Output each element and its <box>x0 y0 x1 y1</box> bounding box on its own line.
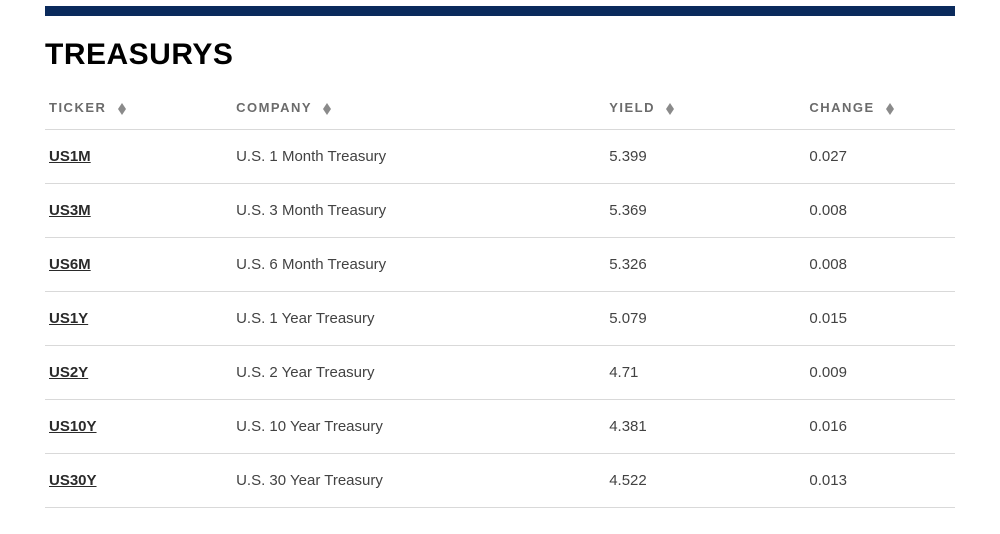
change-cell: 0.027 <box>809 130 955 184</box>
table-header-row: TICKER COMPANY YIELD <box>45 90 955 130</box>
yield-cell: 5.079 <box>609 292 809 346</box>
company-cell: U.S. 1 Month Treasury <box>236 130 609 184</box>
company-cell: U.S. 1 Year Treasury <box>236 292 609 346</box>
sort-icon <box>666 103 674 115</box>
ticker-link[interactable]: US10Y <box>49 418 97 435</box>
sort-icon <box>323 103 331 115</box>
table-row: US1M U.S. 1 Month Treasury 5.399 0.027 <box>45 130 955 184</box>
col-header-yield[interactable]: YIELD <box>609 90 809 130</box>
ticker-link[interactable]: US2Y <box>49 364 88 381</box>
col-header-change[interactable]: CHANGE <box>809 90 955 130</box>
table-row: US3M U.S. 3 Month Treasury 5.369 0.008 <box>45 184 955 238</box>
yield-cell: 4.381 <box>609 400 809 454</box>
col-header-company[interactable]: COMPANY <box>236 90 609 130</box>
ticker-link[interactable]: US1M <box>49 148 91 165</box>
yield-cell: 5.369 <box>609 184 809 238</box>
ticker-link[interactable]: US3M <box>49 202 91 219</box>
sort-icon <box>886 103 894 115</box>
yield-cell: 4.71 <box>609 346 809 400</box>
yield-cell: 4.522 <box>609 454 809 508</box>
table-row: US6M U.S. 6 Month Treasury 5.326 0.008 <box>45 238 955 292</box>
change-cell: 0.008 <box>809 184 955 238</box>
yield-cell: 5.326 <box>609 238 809 292</box>
col-header-ticker[interactable]: TICKER <box>45 90 236 130</box>
col-header-label: YIELD <box>609 100 655 115</box>
change-cell: 0.015 <box>809 292 955 346</box>
change-cell: 0.008 <box>809 238 955 292</box>
content-region: TREASURYS TICKER COMPANY <box>0 38 1000 508</box>
company-cell: U.S. 6 Month Treasury <box>236 238 609 292</box>
ticker-link[interactable]: US30Y <box>49 472 97 489</box>
ticker-link[interactable]: US6M <box>49 256 91 273</box>
yield-cell: 5.399 <box>609 130 809 184</box>
company-cell: U.S. 10 Year Treasury <box>236 400 609 454</box>
change-cell: 0.009 <box>809 346 955 400</box>
company-cell: U.S. 3 Month Treasury <box>236 184 609 238</box>
table-row: US10Y U.S. 10 Year Treasury 4.381 0.016 <box>45 400 955 454</box>
top-accent-bar <box>45 6 955 16</box>
ticker-link[interactable]: US1Y <box>49 310 88 327</box>
col-header-label: COMPANY <box>236 100 312 115</box>
page-title: TREASURYS <box>45 38 955 72</box>
change-cell: 0.016 <box>809 400 955 454</box>
sort-icon <box>118 103 126 115</box>
company-cell: U.S. 2 Year Treasury <box>236 346 609 400</box>
col-header-label: TICKER <box>49 100 106 115</box>
col-header-label: CHANGE <box>809 100 874 115</box>
company-cell: U.S. 30 Year Treasury <box>236 454 609 508</box>
table-row: US2Y U.S. 2 Year Treasury 4.71 0.009 <box>45 346 955 400</box>
change-cell: 0.013 <box>809 454 955 508</box>
table-row: US1Y U.S. 1 Year Treasury 5.079 0.015 <box>45 292 955 346</box>
treasurys-table: TICKER COMPANY YIELD <box>45 90 955 508</box>
table-body: US1M U.S. 1 Month Treasury 5.399 0.027 U… <box>45 130 955 508</box>
table-row: US30Y U.S. 30 Year Treasury 4.522 0.013 <box>45 454 955 508</box>
